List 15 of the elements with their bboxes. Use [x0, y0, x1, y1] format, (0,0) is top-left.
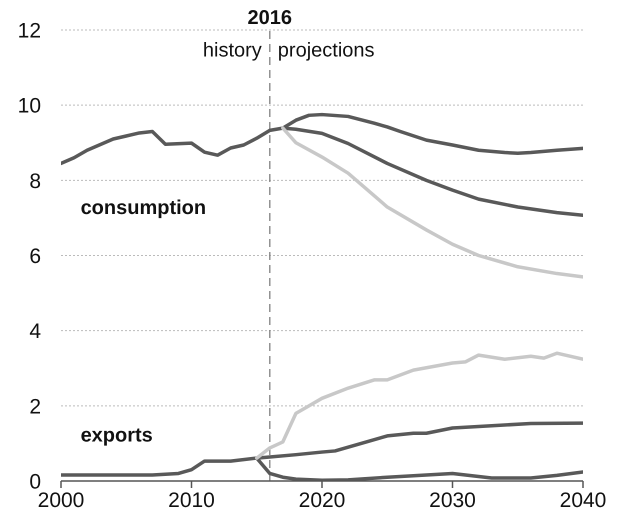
y-tick-label: 12 — [18, 19, 41, 42]
x-tick-label: 2020 — [298, 488, 346, 512]
annotation: consumption — [80, 197, 206, 220]
annotation: exports — [80, 424, 153, 447]
x-tick-label: 2030 — [429, 488, 476, 512]
y-tick-label: 4 — [29, 320, 42, 344]
y-tick-label: 8 — [29, 170, 41, 193]
y-tick-label: 10 — [18, 94, 41, 118]
x-tick-label: 2040 — [560, 488, 606, 512]
annotation: history — [202, 39, 262, 62]
y-tick-label: 6 — [29, 244, 41, 268]
x-tick-label: 2010 — [168, 488, 215, 512]
ref-line-label: 2016 — [248, 7, 292, 29]
y-tick-label: 2 — [29, 395, 41, 418]
annotation: projections — [278, 39, 375, 62]
